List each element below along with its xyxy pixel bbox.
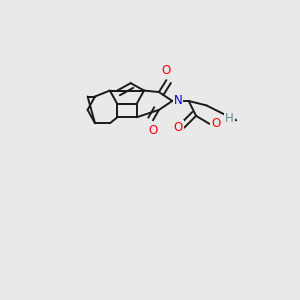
Text: O: O <box>162 64 171 76</box>
Text: O: O <box>148 124 158 137</box>
Text: N: N <box>174 94 182 107</box>
Text: H: H <box>225 112 234 125</box>
Text: O: O <box>211 117 220 130</box>
Text: O: O <box>173 121 183 134</box>
